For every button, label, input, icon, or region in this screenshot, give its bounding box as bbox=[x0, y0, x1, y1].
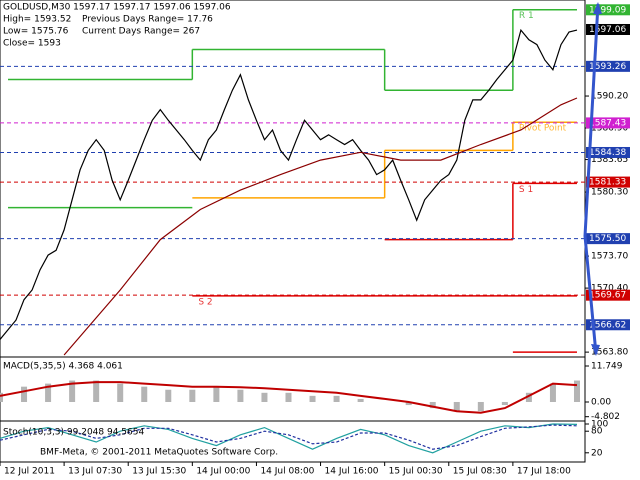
macd-bar bbox=[69, 380, 76, 402]
y-tick-label: 11.749 bbox=[591, 361, 623, 371]
price-label: 1575.50 bbox=[589, 234, 626, 244]
price-label-box bbox=[586, 176, 630, 188]
plot-frame bbox=[0, 0, 586, 463]
macd-bar bbox=[549, 383, 556, 402]
y-tick-label: 1563.80 bbox=[591, 348, 628, 358]
x-tick-label: 15 Jul 00:30 bbox=[389, 467, 443, 477]
info: High= 1593.52 bbox=[3, 15, 71, 25]
info: Close= 1593 bbox=[3, 39, 61, 49]
price-label-box bbox=[586, 146, 630, 158]
macd-bar bbox=[189, 389, 196, 402]
arrow-head bbox=[593, 2, 602, 14]
y-tick-label: 0.00 bbox=[591, 397, 611, 407]
price-label-box bbox=[586, 319, 630, 331]
macd-bar bbox=[309, 395, 316, 402]
macd-bar bbox=[45, 383, 52, 402]
price-label: 1599.09 bbox=[589, 5, 626, 15]
stoch-main bbox=[0, 423, 578, 454]
x-tick-label: 13 Jul 07:30 bbox=[68, 467, 122, 477]
arrow-head bbox=[591, 344, 600, 356]
level-label: S 2 bbox=[198, 297, 212, 307]
level-label: Pivot Point bbox=[519, 124, 567, 134]
y-tick-label: 1590.20 bbox=[591, 92, 628, 102]
macd-title: MACD(5,35,5) 4.368 4.061 bbox=[3, 362, 123, 372]
macd-bar bbox=[501, 401, 508, 406]
price-label-box bbox=[586, 289, 630, 301]
y-tick-label: 1583.65 bbox=[591, 155, 628, 165]
price-label-box bbox=[586, 4, 630, 16]
price-label: 1587.43 bbox=[589, 118, 626, 128]
macd-bar bbox=[573, 380, 580, 402]
price-label-box bbox=[586, 233, 630, 245]
macd-bar bbox=[237, 389, 244, 402]
x-tick-label: 15 Jul 08:30 bbox=[453, 467, 507, 477]
y-tick-label: 100 bbox=[591, 420, 608, 430]
price-label-box bbox=[586, 23, 630, 35]
price-label: 1593.26 bbox=[589, 62, 626, 72]
macd-bar bbox=[333, 395, 340, 402]
price-label-box bbox=[586, 60, 630, 72]
info: Low= 1575.76 bbox=[3, 27, 69, 37]
x-tick-label: 12 Jul 2011 bbox=[4, 467, 55, 477]
price-label: 1584.38 bbox=[589, 148, 626, 158]
macd-bar bbox=[141, 386, 148, 402]
info: Previous Days Range= 17.76 bbox=[82, 15, 213, 25]
macd-bar bbox=[213, 386, 220, 402]
macd-bar bbox=[0, 392, 3, 402]
macd-bar bbox=[261, 392, 268, 402]
macd-bar bbox=[477, 401, 484, 412]
macd-bar bbox=[453, 401, 460, 412]
price-label-box bbox=[586, 117, 630, 129]
footer: BMF-Meta, © 2001-2011 MetaQuotes Softwar… bbox=[40, 448, 278, 458]
price-line bbox=[0, 28, 578, 340]
level-label: R 1 bbox=[519, 11, 534, 21]
macd-bar bbox=[357, 398, 364, 402]
x-tick-label: 14 Jul 00:00 bbox=[196, 467, 250, 477]
macd-bar bbox=[405, 401, 412, 406]
info: Current Days Range= 267 bbox=[82, 27, 200, 37]
stoch-title: Stoch(10,3,3) 99.2048 94.5654 bbox=[3, 428, 144, 438]
x-tick-label: 13 Jul 15:30 bbox=[132, 467, 186, 477]
macd-bar bbox=[525, 392, 532, 402]
macd-bar bbox=[285, 392, 292, 402]
y-tick-label: 1570.40 bbox=[591, 284, 628, 294]
y-tick-label: 1586.90 bbox=[591, 124, 628, 134]
y-tick-label: 1580.30 bbox=[591, 188, 628, 198]
chart-title: GOLDUSD,M30 1597.17 1597.17 1597.06 1597… bbox=[3, 3, 231, 13]
macd-bar bbox=[117, 383, 124, 402]
macd-bar bbox=[93, 380, 100, 402]
stoch-signal bbox=[0, 424, 578, 450]
macd-signal bbox=[0, 381, 578, 414]
y-tick-label: 20 bbox=[591, 448, 603, 458]
y-tick-label: 80 bbox=[591, 427, 603, 437]
price-label: 1597.06 bbox=[589, 25, 626, 35]
macd-bar bbox=[165, 389, 172, 402]
price-label: 1566.62 bbox=[589, 320, 626, 330]
y-tick-label: 1573.70 bbox=[591, 252, 628, 262]
x-tick-label: 17 Jul 18:00 bbox=[517, 467, 571, 477]
annotation-arrow bbox=[583, 3, 600, 355]
price-label: 1569.67 bbox=[589, 291, 626, 301]
macd-bar bbox=[429, 401, 436, 409]
macd-bar bbox=[21, 386, 28, 402]
x-tick-label: 14 Jul 08:00 bbox=[260, 467, 314, 477]
price-label: 1581.33 bbox=[589, 178, 626, 188]
price-line bbox=[63, 97, 578, 356]
level-label: S 1 bbox=[519, 185, 533, 195]
x-tick-label: 14 Jul 16:00 bbox=[325, 467, 379, 477]
y-tick-label: -4.802 bbox=[591, 412, 620, 422]
